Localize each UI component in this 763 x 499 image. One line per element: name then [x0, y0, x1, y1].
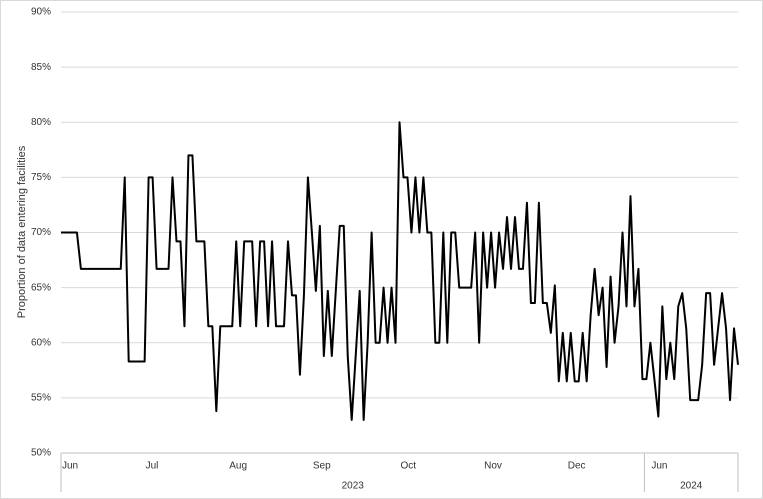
y-tick-label: 60% [31, 337, 51, 348]
y-axis-title: Proportion of data entering facilities [16, 145, 28, 318]
y-tick-label: 80% [31, 117, 51, 128]
x-tick-label: Oct [401, 461, 417, 472]
x-tick-label: Sep [313, 461, 331, 472]
x-group-label: 2024 [680, 481, 703, 492]
x-tick-label: Jun [62, 461, 78, 472]
y-tick-label: 70% [31, 227, 51, 238]
y-tick-label: 50% [31, 448, 51, 459]
x-tick-label: Nov [484, 461, 502, 472]
data-line [61, 121, 739, 421]
x-tick-label: Jun [651, 461, 667, 472]
x-group-label: 2023 [342, 481, 365, 492]
y-tick-label: 85% [31, 62, 51, 73]
x-tick-label: Dec [568, 461, 586, 472]
y-tick-label: 75% [31, 172, 51, 183]
y-tick-label: 65% [31, 282, 51, 293]
x-tick-label: Aug [229, 461, 247, 472]
x-tick-label: Jul [146, 461, 159, 472]
y-tick-label: 90% [31, 7, 51, 18]
y-tick-label: 55% [31, 393, 51, 404]
